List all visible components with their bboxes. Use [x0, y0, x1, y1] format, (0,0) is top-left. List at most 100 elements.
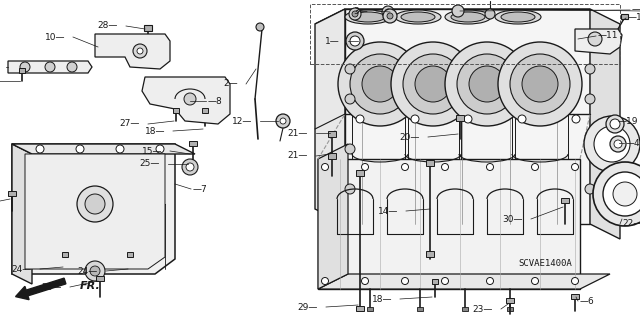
Polygon shape: [575, 29, 622, 54]
Circle shape: [442, 164, 449, 170]
Circle shape: [464, 115, 472, 123]
Circle shape: [606, 115, 624, 133]
Bar: [367, 307, 373, 311]
Text: 23—: 23—: [472, 305, 493, 314]
Circle shape: [584, 116, 640, 172]
Text: —19: —19: [618, 116, 639, 125]
FancyArrow shape: [15, 278, 66, 300]
Text: 27—: 27—: [120, 120, 140, 129]
Ellipse shape: [395, 10, 441, 24]
Text: 21—: 21—: [287, 129, 308, 137]
Circle shape: [588, 32, 602, 46]
Text: 14—: 14—: [378, 206, 398, 216]
Text: 2—: 2—: [223, 79, 238, 88]
Bar: [356, 306, 364, 311]
Bar: [571, 294, 579, 299]
Bar: [456, 115, 464, 121]
Circle shape: [182, 159, 198, 175]
Ellipse shape: [345, 10, 391, 24]
Circle shape: [403, 54, 463, 114]
Circle shape: [401, 278, 408, 285]
Text: 26—: 26—: [42, 283, 62, 292]
Circle shape: [610, 119, 620, 129]
Bar: [173, 108, 179, 113]
Polygon shape: [8, 61, 92, 73]
Bar: [310, 4, 620, 64]
Bar: [19, 68, 25, 73]
Circle shape: [77, 186, 113, 222]
Circle shape: [385, 9, 391, 15]
Circle shape: [585, 144, 595, 154]
Circle shape: [345, 184, 355, 194]
Circle shape: [36, 145, 44, 153]
Circle shape: [401, 164, 408, 170]
Circle shape: [85, 194, 105, 214]
Circle shape: [518, 115, 526, 123]
Ellipse shape: [451, 12, 485, 22]
Circle shape: [345, 144, 355, 154]
Circle shape: [345, 64, 355, 74]
Circle shape: [276, 114, 290, 128]
Bar: [328, 131, 336, 137]
Bar: [356, 170, 364, 176]
Bar: [8, 191, 16, 196]
Circle shape: [137, 48, 143, 54]
Circle shape: [442, 278, 449, 285]
Circle shape: [411, 115, 419, 123]
Circle shape: [362, 278, 369, 285]
Circle shape: [572, 115, 580, 123]
Circle shape: [531, 164, 538, 170]
Circle shape: [572, 164, 579, 170]
Text: 28—: 28—: [98, 21, 118, 31]
Circle shape: [469, 66, 505, 102]
Circle shape: [67, 62, 77, 72]
Bar: [426, 251, 434, 257]
Bar: [189, 141, 197, 146]
Text: —4: —4: [626, 138, 640, 147]
Circle shape: [585, 184, 595, 194]
Circle shape: [116, 145, 124, 153]
Circle shape: [349, 8, 361, 20]
Polygon shape: [12, 144, 195, 154]
Circle shape: [356, 115, 364, 123]
Circle shape: [345, 94, 355, 104]
Text: 12—: 12—: [232, 116, 252, 125]
Circle shape: [362, 66, 398, 102]
Circle shape: [280, 118, 286, 124]
Text: 10—: 10—: [45, 33, 65, 41]
Circle shape: [445, 42, 529, 126]
Polygon shape: [318, 159, 580, 289]
Polygon shape: [318, 144, 348, 289]
Circle shape: [184, 93, 196, 105]
Circle shape: [85, 261, 105, 281]
Circle shape: [338, 42, 422, 126]
Circle shape: [321, 164, 328, 170]
Circle shape: [186, 163, 194, 171]
Ellipse shape: [401, 12, 435, 22]
Circle shape: [352, 11, 358, 17]
Bar: [96, 276, 104, 281]
Bar: [417, 307, 423, 311]
Text: 21—: 21—: [287, 152, 308, 160]
Circle shape: [383, 9, 397, 23]
Circle shape: [133, 44, 147, 58]
Polygon shape: [345, 9, 590, 224]
Text: 29—: 29—: [298, 302, 318, 311]
Text: —6: —6: [580, 296, 595, 306]
Circle shape: [594, 126, 630, 162]
Ellipse shape: [445, 10, 491, 24]
Polygon shape: [95, 34, 170, 69]
Polygon shape: [318, 274, 610, 289]
Text: 24—: 24—: [77, 266, 98, 276]
Polygon shape: [315, 9, 345, 224]
Polygon shape: [12, 144, 175, 274]
Circle shape: [452, 5, 464, 17]
Text: —13: —13: [632, 5, 640, 14]
Text: 20—: 20—: [399, 132, 420, 142]
Bar: [328, 153, 336, 159]
Circle shape: [610, 136, 626, 152]
Circle shape: [522, 66, 558, 102]
Text: 18—: 18—: [145, 127, 165, 136]
Bar: [506, 298, 514, 303]
Circle shape: [593, 162, 640, 226]
